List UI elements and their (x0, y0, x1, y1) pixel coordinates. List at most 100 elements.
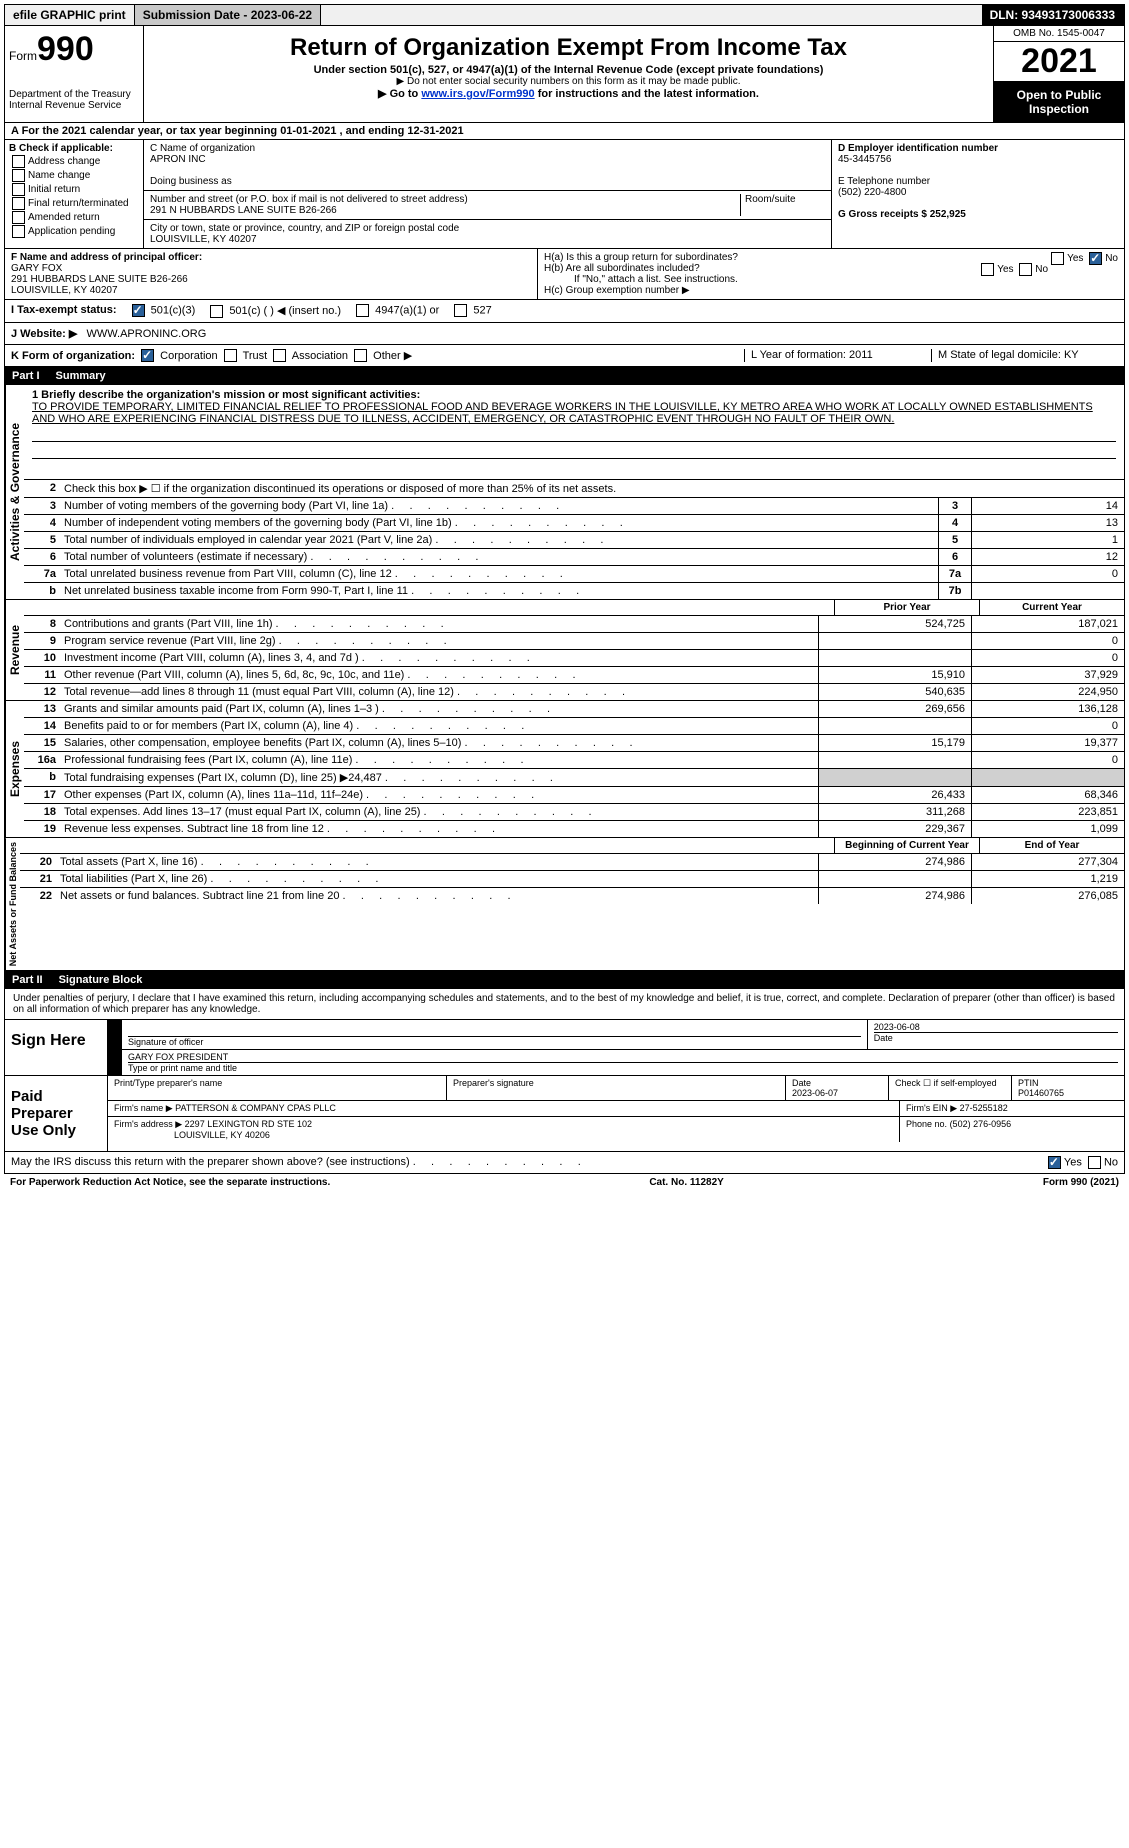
signature-block: Under penalties of perjury, I declare th… (4, 989, 1125, 1174)
efile-label: efile GRAPHIC print (5, 5, 135, 25)
arrow-icon (108, 1020, 122, 1049)
trust-checkbox[interactable] (224, 349, 237, 362)
summary-row: 5Total number of individuals employed in… (24, 532, 1124, 549)
goto-pre: ▶ Go to (378, 88, 421, 100)
website-value: WWW.APRONINC.ORG (87, 328, 207, 340)
summary-row: 16aProfessional fundraising fees (Part I… (24, 752, 1124, 769)
application-pending-checkbox[interactable] (12, 225, 25, 238)
row-f-h: F Name and address of principal officer:… (4, 249, 1125, 300)
527-checkbox[interactable] (454, 304, 467, 317)
top-bar: efile GRAPHIC print Submission Date - 20… (4, 4, 1125, 26)
firm-phone: (502) 276-0956 (950, 1119, 1012, 1129)
officer-typed-label: Type or print name and title (128, 1062, 1118, 1073)
state-domicile: M State of legal domicile: KY (931, 349, 1118, 363)
4947-checkbox[interactable] (356, 304, 369, 317)
open-inspection: Open to Public Inspection (994, 82, 1124, 122)
org-name-label: C Name of organization (150, 143, 825, 154)
summary-row: 22Net assets or fund balances. Subtract … (20, 888, 1124, 904)
initial-return-checkbox[interactable] (12, 183, 25, 196)
paperwork-notice: For Paperwork Reduction Act Notice, see … (10, 1177, 330, 1188)
page-footer: For Paperwork Reduction Act Notice, see … (4, 1174, 1125, 1191)
netassets-block: Net Assets or Fund Balances Beginning of… (4, 838, 1125, 971)
hb-no-checkbox[interactable] (1019, 263, 1032, 276)
form-number-block: Form990 Department of the Treasury Inter… (5, 26, 144, 122)
org-name: APRON INC (150, 154, 825, 165)
firm-addr2: LOUISVILLE, KY 40206 (174, 1130, 270, 1140)
form-subtitle-2: ▶ Do not enter social security numbers o… (150, 76, 987, 87)
irs-link[interactable]: www.irs.gov/Form990 (421, 88, 534, 100)
paid-preparer-label: Paid Preparer Use Only (5, 1076, 108, 1151)
col-d-e-g: D Employer identification number 45-3445… (832, 140, 1124, 248)
revenue-label: Revenue (5, 600, 24, 700)
ha-no-checkbox[interactable] (1089, 252, 1102, 265)
summary-row: bNet unrelated business taxable income f… (24, 583, 1124, 599)
ptin-value: P01460765 (1018, 1088, 1064, 1098)
summary-row: 21Total liabilities (Part X, line 26)1,2… (20, 871, 1124, 888)
summary-row: 17Other expenses (Part IX, column (A), l… (24, 787, 1124, 804)
summary-row: 12Total revenue—add lines 8 through 11 (… (24, 684, 1124, 700)
ha-yes-checkbox[interactable] (1051, 252, 1064, 265)
summary-row: 9Program service revenue (Part VIII, lin… (24, 633, 1124, 650)
sig-date-label: Date (874, 1032, 1118, 1043)
501c-checkbox[interactable] (210, 305, 223, 318)
other-checkbox[interactable] (354, 349, 367, 362)
summary-row: 18Total expenses. Add lines 13–17 (must … (24, 804, 1124, 821)
assoc-checkbox[interactable] (273, 349, 286, 362)
row-a-calendar-year: A For the 2021 calendar year, or tax yea… (4, 123, 1125, 140)
summary-row: 7aTotal unrelated business revenue from … (24, 566, 1124, 583)
501c3-checkbox[interactable] (132, 304, 145, 317)
amended-return-checkbox[interactable] (12, 211, 25, 224)
declaration-text: Under penalties of perjury, I declare th… (5, 989, 1124, 1019)
discuss-no-checkbox[interactable] (1088, 1156, 1101, 1169)
ein-label: D Employer identification number (838, 143, 1118, 154)
paid-preparer-row: Paid Preparer Use Only Print/Type prepar… (5, 1075, 1124, 1151)
goto-post: for instructions and the latest informat… (535, 88, 759, 100)
summary-row: 13Grants and similar amounts paid (Part … (24, 701, 1124, 718)
hb-yes-checkbox[interactable] (981, 263, 994, 276)
phone-value: (502) 220-4800 (838, 187, 1118, 198)
preparer-name-label: Print/Type preparer's name (108, 1076, 447, 1100)
dba-label: Doing business as (150, 176, 825, 187)
mission-text: TO PROVIDE TEMPORARY, LIMITED FINANCIAL … (32, 401, 1093, 425)
final-return-checkbox[interactable] (12, 197, 25, 210)
gross-receipts: G Gross receipts $ 252,925 (838, 209, 1118, 220)
tax-year: 2021 (994, 42, 1124, 82)
name-change-checkbox[interactable] (12, 169, 25, 182)
hb-label: H(b) Are all subordinates included? (544, 263, 700, 274)
form-header: Form990 Department of the Treasury Inter… (4, 26, 1125, 123)
irs-label: Internal Revenue Service (9, 100, 139, 111)
sig-officer-label: Signature of officer (128, 1036, 861, 1047)
part-1-header: Part I Summary (4, 367, 1125, 385)
summary-row: 8Contributions and grants (Part VIII, li… (24, 616, 1124, 633)
form-title-block: Return of Organization Exempt From Incom… (144, 26, 994, 122)
prep-date: 2023-06-07 (792, 1088, 838, 1098)
row-k-l-m: K Form of organization: Corporation Trus… (4, 345, 1125, 368)
dln-label: DLN: 93493173006333 (982, 5, 1124, 25)
form-ref: Form 990 (2021) (1043, 1177, 1119, 1188)
summary-row: 11Other revenue (Part VIII, column (A), … (24, 667, 1124, 684)
corp-checkbox[interactable] (141, 349, 154, 362)
summary-row: 6Total number of volunteers (estimate if… (24, 549, 1124, 566)
hc-label: H(c) Group exemption number ▶ (544, 285, 1118, 296)
year-formation: L Year of formation: 2011 (744, 349, 931, 363)
officer-label: F Name and address of principal officer: (11, 252, 202, 263)
form-subtitle-1: Under section 501(c), 527, or 4947(a)(1)… (150, 64, 987, 76)
city-label: City or town, state or province, country… (150, 223, 825, 234)
current-year-header: Current Year (979, 600, 1124, 615)
summary-row: 10Investment income (Part VIII, column (… (24, 650, 1124, 667)
year-block: OMB No. 1545-0047 2021 Open to Public In… (994, 26, 1124, 122)
governance-block: Activities & Governance 1 Briefly descri… (4, 385, 1125, 600)
preparer-sig-label: Preparer's signature (447, 1076, 786, 1100)
sign-here-label: Sign Here (5, 1020, 108, 1075)
omb-number: OMB No. 1545-0047 (994, 26, 1124, 42)
summary-row: 20Total assets (Part X, line 16)274,9862… (20, 854, 1124, 871)
address-change-checkbox[interactable] (12, 155, 25, 168)
section-b-to-g: B Check if applicable: Address change Na… (4, 140, 1125, 249)
self-employed-check: Check ☐ if self-employed (889, 1076, 1012, 1100)
begin-year-header: Beginning of Current Year (834, 838, 979, 853)
summary-row: 15Salaries, other compensation, employee… (24, 735, 1124, 752)
discuss-yes-checkbox[interactable] (1048, 1156, 1061, 1169)
governance-label: Activities & Governance (5, 385, 24, 599)
submission-date-button[interactable]: Submission Date - 2023-06-22 (135, 5, 321, 25)
row-i-tax-status: I Tax-exempt status: 501(c)(3) 501(c) ( … (4, 300, 1125, 323)
